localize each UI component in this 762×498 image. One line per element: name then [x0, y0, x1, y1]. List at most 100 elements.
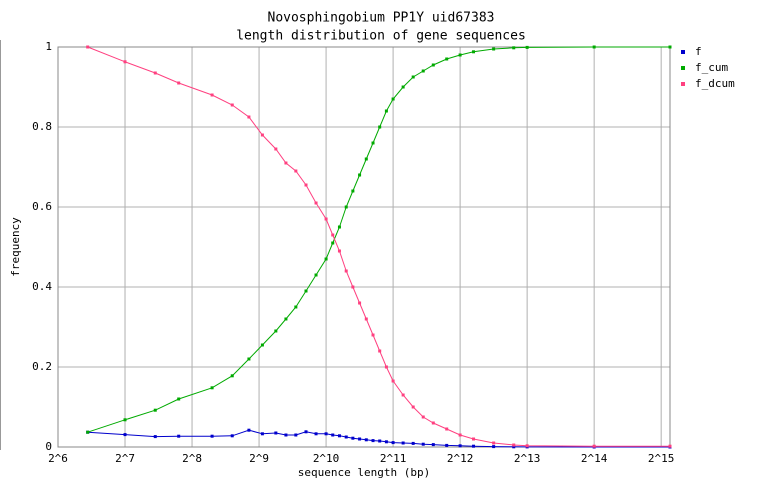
point: [668, 45, 672, 49]
point: [153, 71, 157, 75]
point: [492, 441, 496, 445]
point: [401, 441, 405, 445]
point: [247, 115, 251, 119]
point: [123, 433, 127, 437]
point: [378, 439, 382, 443]
legend-label: f: [695, 45, 702, 58]
point: [284, 433, 288, 437]
x-tick-label: 2^11: [380, 452, 407, 465]
point: [391, 441, 395, 445]
point: [492, 47, 496, 51]
point: [421, 69, 425, 73]
chart-subtitle: length distribution of gene sequences: [236, 29, 526, 44]
point: [86, 430, 90, 434]
point: [411, 441, 415, 445]
point: [364, 438, 368, 442]
x-tick-label: 2^13: [514, 452, 541, 465]
point: [210, 434, 214, 438]
point: [230, 434, 234, 438]
series-line: [87, 46, 670, 433]
point: [304, 430, 308, 434]
x-axis-label: sequence length (bp): [298, 466, 430, 479]
x-tick-label: 2^14: [581, 452, 608, 465]
point: [431, 443, 435, 447]
point: [512, 445, 516, 449]
point: [371, 141, 375, 145]
point: [351, 285, 355, 289]
point: [210, 386, 214, 390]
x-tick-label: 2^12: [447, 452, 474, 465]
point: [431, 421, 435, 425]
point: [431, 63, 435, 67]
point: [351, 189, 355, 193]
point: [344, 269, 348, 273]
point: [294, 433, 298, 437]
point: [358, 173, 362, 177]
series-line: [87, 46, 670, 447]
point: [331, 241, 335, 245]
point: [364, 157, 368, 161]
x-tick-label: 2^7: [115, 452, 135, 465]
x-tick-label: 2^6: [48, 452, 68, 465]
x-tick-label: 2^8: [182, 452, 202, 465]
point: [344, 205, 348, 209]
point: [384, 440, 388, 444]
point: [358, 301, 362, 305]
point: [512, 443, 516, 447]
legend-label: f_dcum: [695, 77, 735, 90]
point: [401, 85, 405, 89]
point: [445, 57, 449, 61]
point: [331, 433, 335, 437]
point: [525, 45, 529, 49]
point: [525, 444, 529, 448]
point: [177, 81, 181, 85]
point: [274, 147, 278, 151]
point: [314, 201, 318, 205]
point: [492, 445, 496, 449]
point: [247, 357, 251, 361]
point: [371, 439, 375, 443]
point: [401, 393, 405, 397]
y-tick-label: 0.8: [32, 120, 52, 133]
point: [274, 329, 278, 333]
point: [458, 53, 462, 57]
x-tick-label: 2^10: [313, 452, 340, 465]
point: [123, 418, 127, 422]
point: [378, 349, 382, 353]
point: [284, 161, 288, 165]
point: [391, 379, 395, 383]
point: [458, 433, 462, 437]
point: [472, 444, 476, 448]
plot-frame: [57, 46, 671, 448]
point: [314, 273, 318, 277]
legend-marker: [681, 50, 685, 54]
point: [304, 289, 308, 293]
x-tick-label: 2^15: [648, 452, 675, 465]
point: [177, 434, 181, 438]
point: [512, 46, 516, 50]
point: [445, 427, 449, 431]
point: [294, 169, 298, 173]
point: [592, 444, 596, 448]
point: [351, 436, 355, 440]
point: [260, 432, 264, 436]
point: [294, 305, 298, 309]
y-tick-label: 0.4: [32, 280, 52, 293]
point: [314, 432, 318, 436]
point: [153, 435, 157, 439]
point: [274, 431, 278, 435]
point: [337, 434, 341, 438]
y-tick-label: 0: [45, 440, 52, 453]
y-tick-label: 0.2: [32, 360, 52, 373]
point: [378, 125, 382, 129]
point: [337, 249, 341, 253]
point: [210, 93, 214, 97]
point: [458, 444, 462, 448]
point: [324, 217, 328, 221]
point: [304, 183, 308, 187]
point: [284, 317, 288, 321]
point: [331, 233, 335, 237]
x-tick-label: 2^9: [249, 452, 269, 465]
